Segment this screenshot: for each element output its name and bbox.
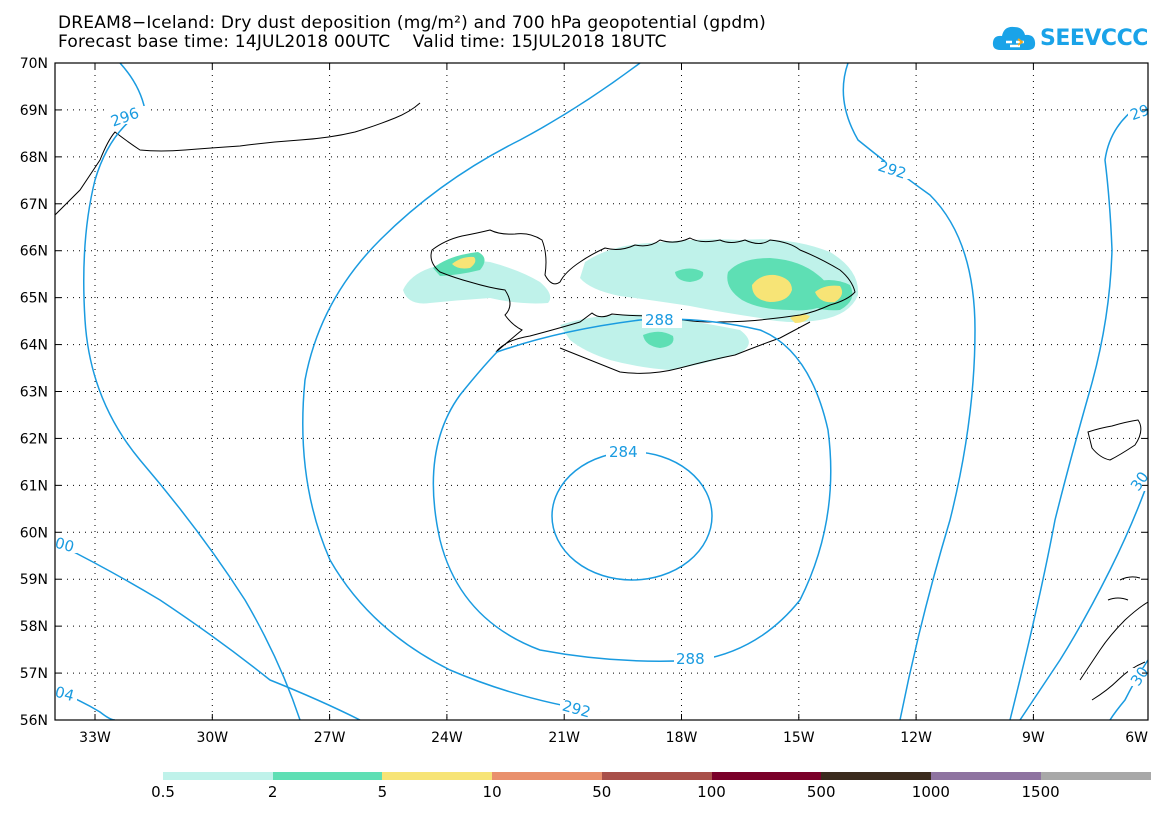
contour-label-30-se: 30 xyxy=(1127,663,1153,689)
contour-284 xyxy=(551,451,713,581)
legend-swatch xyxy=(821,772,932,780)
lat-label: 63N xyxy=(20,385,48,401)
map-plot-area: 296 292 29 288 284 288 292 00 30 04 30 xyxy=(53,63,1153,722)
legend-swatch xyxy=(272,772,383,780)
lat-label: 69N xyxy=(20,103,48,119)
legend-swatch xyxy=(601,772,712,780)
legend-swatch xyxy=(930,772,1042,780)
contour-label-group: 296 292 29 288 284 288 292 00 30 04 30 xyxy=(53,101,1153,722)
faroe-islands-coastline xyxy=(1087,419,1142,461)
lat-label: 56N xyxy=(20,713,48,729)
scotland-islands xyxy=(1107,576,1141,601)
longitude-labels: 33W 30W 27W 24W 21W 18W 15W 12W 9W 6W xyxy=(79,730,1148,746)
legend-label: 500 xyxy=(806,783,836,801)
graticule xyxy=(55,63,1148,720)
legend-label: 2 xyxy=(267,783,278,801)
contour-label-288-bottom: 288 xyxy=(676,650,705,668)
map-title: DREAM8−Iceland: Dry dust deposition (mg/… xyxy=(58,13,766,33)
lon-label: 24W xyxy=(431,730,463,746)
iceland-coastline xyxy=(430,229,856,353)
lat-label: 60N xyxy=(20,525,48,541)
lon-label: 12W xyxy=(900,730,932,746)
lat-label: 64N xyxy=(20,338,48,354)
legend-label: 10 xyxy=(482,783,502,801)
lat-label: 68N xyxy=(20,150,48,166)
forecast-times: Forecast base time: 14JUL2018 00UTC Vali… xyxy=(58,32,667,52)
scotland-coastline xyxy=(1079,601,1148,701)
lon-label: 30W xyxy=(196,730,228,746)
coastlines xyxy=(55,102,1148,701)
lon-label: 27W xyxy=(314,730,346,746)
legend-label: 1000 xyxy=(911,783,950,801)
seevccc-logo: SEEVCCC xyxy=(992,20,1148,60)
lat-label: 70N xyxy=(20,56,48,72)
contour-label-288-top: 288 xyxy=(645,311,674,329)
logo-text: SEEVCCC xyxy=(1040,26,1148,51)
dust-patch-east-level5 xyxy=(815,285,843,303)
contour-292-east xyxy=(842,63,976,720)
legend-swatch xyxy=(1040,772,1151,780)
dust-patch-ne-level5 xyxy=(752,274,792,302)
lat-label: 65N xyxy=(20,291,48,307)
lat-label: 62N xyxy=(20,431,48,447)
legend-swatch xyxy=(492,772,603,780)
iceland-south-coast xyxy=(559,321,811,374)
legend-label: 0.5 xyxy=(151,783,175,801)
lon-label: 21W xyxy=(548,730,580,746)
lat-label: 61N xyxy=(20,478,48,494)
contour-300 xyxy=(59,544,361,720)
lon-label: 15W xyxy=(783,730,815,746)
dust-patch-small-level2 xyxy=(675,268,704,282)
contour-288 xyxy=(432,318,832,662)
dust-patch-south-level2 xyxy=(643,331,674,348)
legend-label: 1500 xyxy=(1021,783,1060,801)
dust-patch-westfjords-level5 xyxy=(452,256,476,269)
contour-label-284: 284 xyxy=(609,443,638,461)
greenland-coastline xyxy=(55,102,421,216)
lon-label: 6W xyxy=(1125,730,1148,746)
legend-swatch xyxy=(711,772,822,780)
contour-label-00: 00 xyxy=(53,534,76,556)
dust-patch-se-level5 xyxy=(790,314,810,323)
contour-292 xyxy=(302,63,641,713)
latitude-labels: 70N 69N 68N 67N 66N 65N 64N 63N 62N 61N 60N 59N 58N 5… xyxy=(20,56,48,729)
lat-label: 58N xyxy=(20,619,48,635)
legend-label: 5 xyxy=(377,783,388,801)
geopotential-contours xyxy=(55,63,1148,720)
contour-label-292-bottom: 292 xyxy=(560,697,592,722)
lon-label: 33W xyxy=(79,730,111,746)
contour-label-29-edge: 29 xyxy=(1128,101,1152,124)
legend-swatch xyxy=(382,772,493,780)
lat-label: 59N xyxy=(20,572,48,588)
contour-300-east xyxy=(1019,489,1146,720)
lat-label: 67N xyxy=(20,197,48,213)
lat-label: 57N xyxy=(20,666,48,682)
legend-swatch xyxy=(163,772,274,780)
lon-label: 18W xyxy=(666,730,698,746)
contour-296-east xyxy=(1009,104,1141,720)
legend-label: 100 xyxy=(697,783,726,801)
lat-label: 66N xyxy=(20,244,48,260)
axis-ticks xyxy=(55,62,1148,721)
contour-label-04: 04 xyxy=(53,683,76,705)
contour-label-30: 30 xyxy=(1127,468,1153,494)
legend-label: 50 xyxy=(592,783,612,801)
lon-label: 9W xyxy=(1022,730,1045,746)
cloud-icon xyxy=(992,26,1036,50)
